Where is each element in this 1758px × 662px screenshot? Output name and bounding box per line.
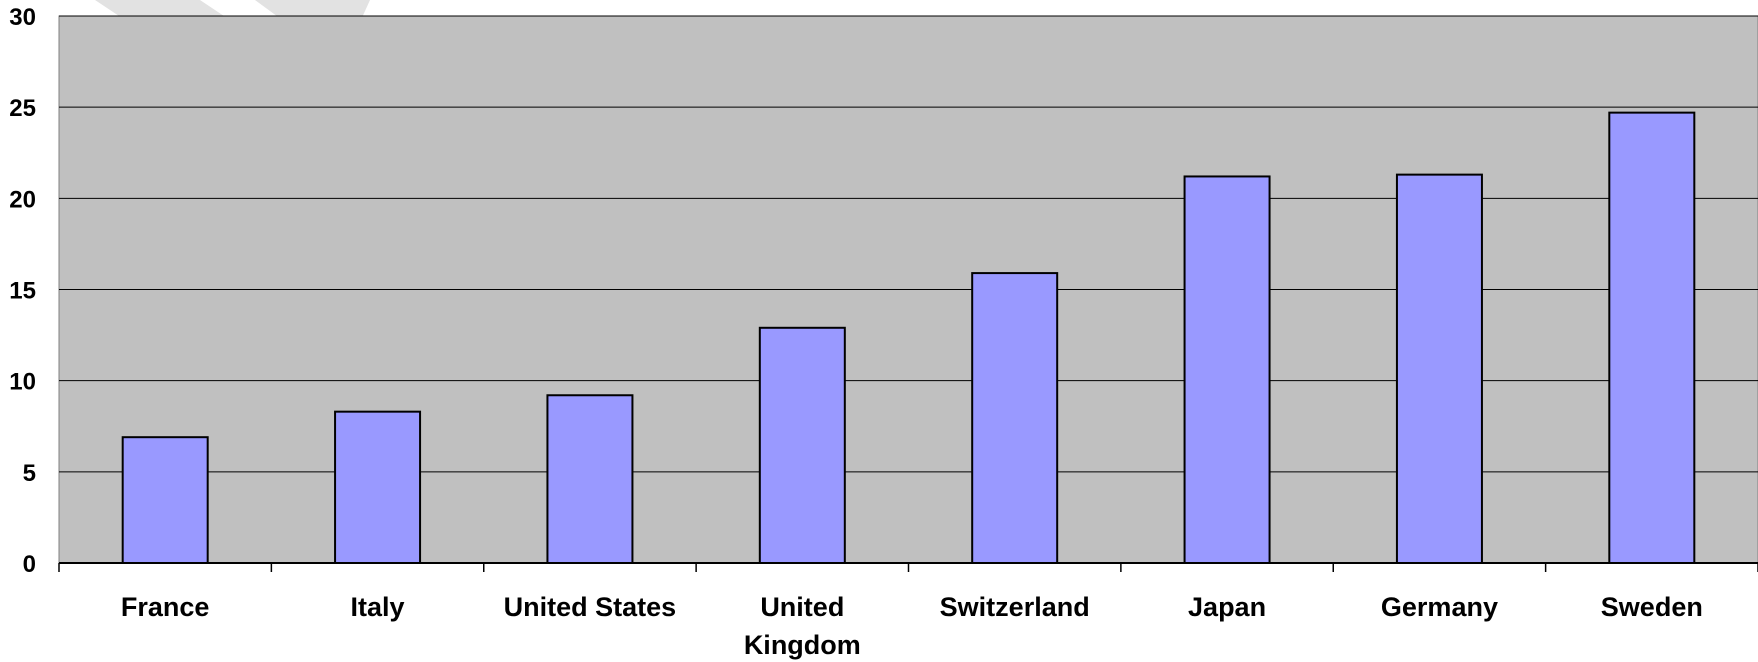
x-category-label: Germany <box>1381 592 1498 622</box>
x-axis-ticks <box>58 563 1758 572</box>
x-category-label: United States <box>504 592 677 622</box>
x-category-label: Sweden <box>1601 592 1703 622</box>
x-axis-category-labels: France Italy United States United Kingdom Swi… <box>121 592 1703 660</box>
x-category-label: Japan <box>1188 592 1266 622</box>
y-tick-label: 30 <box>9 4 36 31</box>
y-tick-label: 5 <box>23 460 36 487</box>
y-tick-label: 25 <box>9 95 36 122</box>
x-category-label: Italy <box>351 592 405 622</box>
x-category-label: Kingdom <box>744 630 861 660</box>
bar-sweden <box>1608 111 1696 565</box>
x-category-label: Switzerland <box>940 592 1090 622</box>
bars <box>121 111 1696 565</box>
bar-japan <box>1183 175 1271 564</box>
y-tick-label: 20 <box>9 186 36 213</box>
y-tick-label: 10 <box>9 369 36 396</box>
bar-france <box>121 436 209 564</box>
x-category-label: France <box>121 592 210 622</box>
bar-united-kingdom <box>758 326 846 565</box>
y-tick-label: 0 <box>23 551 36 578</box>
y-tick-label: 15 <box>9 278 36 305</box>
bar-italy <box>334 410 422 564</box>
bar-switzerland <box>971 272 1059 564</box>
bar-united-states <box>546 394 634 564</box>
x-category-label: United <box>760 592 844 622</box>
bar-germany <box>1395 173 1483 564</box>
y-axis-tick-labels: 0 5 10 15 20 25 30 <box>9 4 36 578</box>
